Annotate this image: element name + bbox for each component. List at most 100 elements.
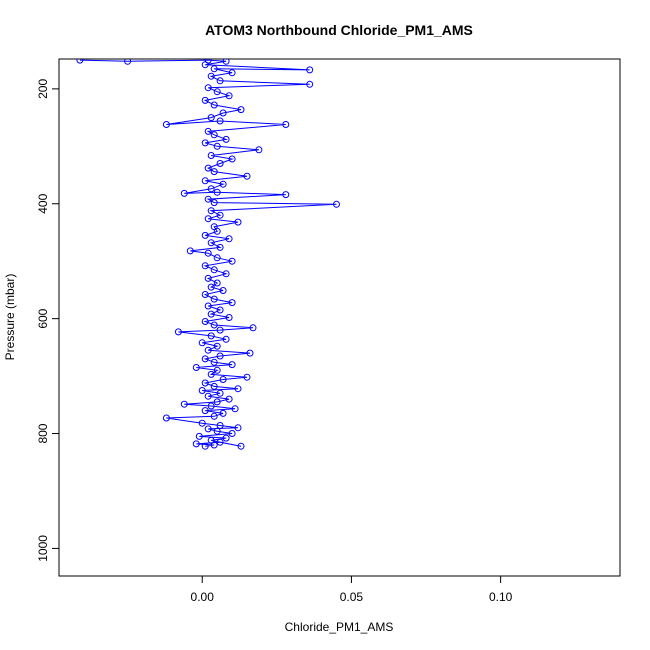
data-point (198, 339, 206, 347)
y-tick-label: 400 (36, 193, 50, 213)
data-point (234, 424, 242, 432)
data-point (210, 131, 218, 139)
data-point (249, 324, 257, 332)
data-point (207, 332, 215, 340)
data-point (207, 152, 215, 159)
data-point (282, 191, 290, 199)
data-point (204, 274, 212, 282)
data-point (222, 434, 230, 442)
y-tick-label: 1000 (36, 535, 50, 562)
y-tick-label: 600 (36, 308, 50, 328)
data-point (213, 427, 221, 435)
data-point (207, 185, 215, 193)
data-point (282, 121, 290, 128)
data-point (210, 321, 218, 329)
data-point (204, 164, 212, 172)
data-point (201, 177, 209, 185)
data-point (207, 402, 215, 410)
data-point (246, 349, 254, 357)
data-point (213, 188, 221, 196)
data-point (210, 382, 218, 390)
data-point (210, 223, 218, 231)
data-point (162, 414, 170, 422)
data-point (219, 109, 227, 117)
data-point (225, 314, 233, 321)
data-point (228, 155, 236, 163)
data-point (222, 59, 230, 65)
data-point (237, 106, 245, 114)
data-point (216, 422, 224, 429)
x-tick-label: 0.10 (489, 590, 513, 604)
plot-frame (58, 58, 621, 577)
data-point (216, 77, 224, 85)
data-point (243, 373, 251, 381)
data-point (234, 218, 242, 226)
data-point (228, 361, 236, 369)
data-point (228, 430, 236, 437)
data-point (204, 249, 212, 257)
data-point (333, 200, 340, 208)
data-point (204, 215, 212, 223)
data-point (201, 96, 209, 104)
data-point (204, 302, 212, 310)
data-point (201, 318, 209, 325)
data-point (207, 239, 215, 247)
x-axis: 0.00 0.05 0.10 (191, 576, 513, 604)
data-point (213, 398, 221, 406)
data-point (207, 370, 215, 378)
y-tick-label: 200 (36, 79, 50, 99)
data-point (180, 189, 188, 197)
data-point (204, 195, 212, 203)
data-point (124, 59, 132, 65)
data-point (210, 199, 218, 207)
data-point (216, 438, 224, 446)
series-line (79, 59, 337, 447)
data-point (213, 142, 221, 150)
data-point (213, 254, 221, 262)
data-point (228, 299, 236, 307)
data-point (201, 442, 209, 450)
data-point (204, 84, 212, 92)
data-point (207, 283, 215, 291)
data-point (195, 432, 203, 440)
data-point (186, 247, 194, 255)
data-point (216, 243, 224, 251)
data-point (180, 400, 188, 408)
x-tick-label: 0.05 (340, 590, 364, 604)
data-point (222, 135, 230, 143)
data-point (192, 440, 200, 448)
data-point (231, 405, 239, 413)
data-point (207, 72, 215, 80)
data-point (201, 355, 209, 363)
data-point (210, 266, 218, 274)
x-tick-label: 0.00 (191, 590, 215, 604)
y-axis: 200 400 600 800 1000 (36, 79, 59, 562)
data-point (210, 168, 218, 176)
data-point (210, 65, 218, 73)
plot-area (76, 59, 340, 450)
chart-title: ATOM3 Northbound Chloride_PM1_AMS (205, 22, 473, 38)
data-point (162, 121, 170, 128)
data-point (225, 395, 233, 403)
data-point (207, 310, 215, 318)
data-point (216, 160, 224, 167)
data-point (255, 146, 263, 154)
data-point (234, 385, 242, 393)
data-point (198, 387, 206, 394)
data-point (210, 295, 218, 303)
data-point (198, 419, 206, 427)
data-point (306, 80, 314, 88)
data-point (201, 379, 209, 387)
data-point (216, 326, 224, 334)
data-point (222, 335, 230, 343)
y-tick-label: 800 (36, 423, 50, 443)
data-point (192, 364, 200, 371)
data-point (204, 425, 212, 433)
data-point (216, 306, 224, 314)
data-point (201, 407, 209, 415)
data-point (207, 436, 215, 444)
data-point (174, 328, 182, 336)
data-point (213, 88, 221, 96)
data-point (213, 279, 221, 287)
data-point (201, 262, 209, 270)
